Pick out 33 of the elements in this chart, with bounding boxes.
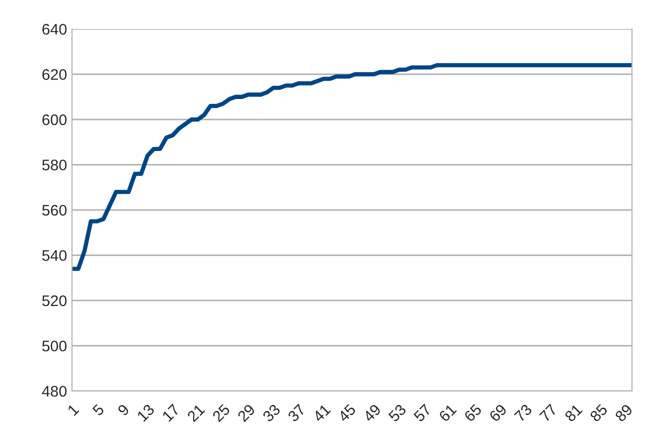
y-tick-label: 560 [42, 204, 67, 216]
y-tick-label: 580 [42, 160, 67, 170]
x-tick-label: 85 [589, 404, 608, 422]
x-tick-label: 77 [539, 404, 558, 422]
x-tick-label: 37 [287, 404, 306, 422]
y-tick-label: 620 [42, 69, 67, 80]
y-tick-label: 600 [42, 114, 67, 126]
y-tick-label: 520 [42, 295, 67, 306]
x-tick-label: 65 [464, 404, 482, 422]
y-tick-label: 640 [42, 24, 67, 35]
x-tick-label: 69 [488, 404, 508, 422]
x-tick-label: 49 [362, 404, 382, 423]
x-tick-label: 1 [67, 404, 80, 416]
x-tick-label: 57 [413, 404, 432, 422]
x-tick-label: 9 [117, 404, 130, 416]
line-series [72, 63, 632, 271]
x-tick-label: 53 [388, 404, 407, 422]
x-tick-label: 17 [162, 404, 180, 422]
x-tick-label: 13 [136, 404, 155, 422]
y-tick-label: 540 [42, 250, 67, 261]
y-tick-label: 500 [42, 340, 67, 352]
x-tick-label: 25 [212, 404, 230, 422]
x-tick-label: 45 [337, 404, 356, 423]
x-tick-label: 89 [614, 404, 634, 422]
x-tick-label: 33 [262, 404, 281, 422]
y-tick-label: 480 [42, 386, 67, 397]
x-tick-label: 29 [236, 404, 256, 422]
x-tick-label: 41 [312, 404, 331, 422]
x-tick-label: 73 [514, 404, 532, 422]
x-tick-label: 81 [564, 404, 583, 422]
x-tick-label: 5 [92, 404, 105, 416]
x-tick-label: 61 [438, 404, 457, 422]
x-tick-label: 21 [186, 404, 206, 422]
